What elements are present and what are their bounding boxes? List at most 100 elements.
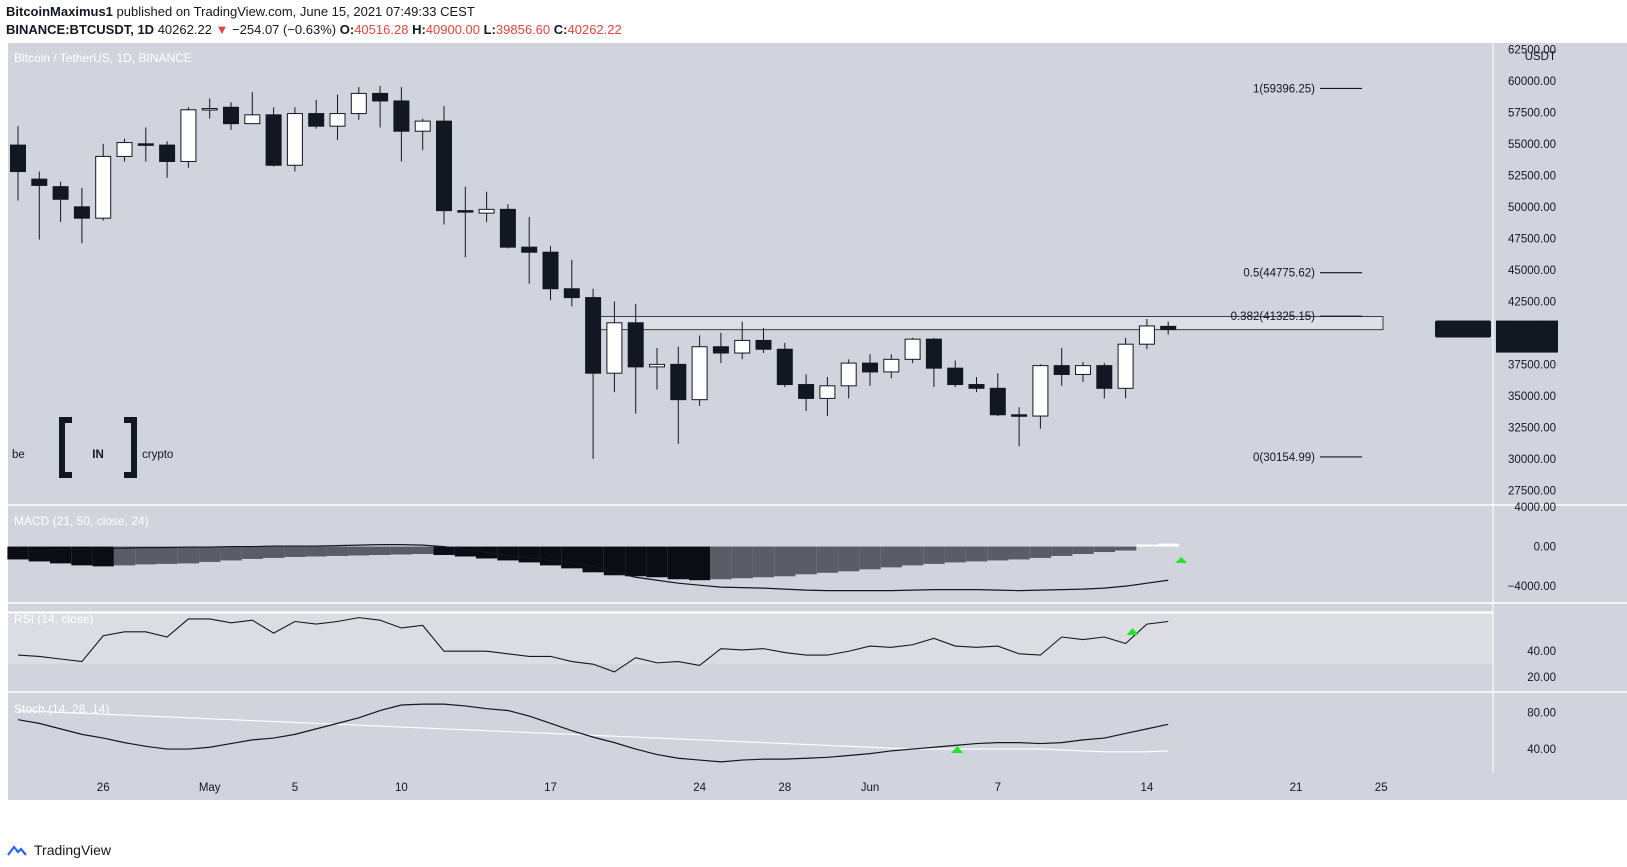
macd-histogram-bar <box>838 546 860 572</box>
macd-histogram-bar <box>1029 546 1052 558</box>
stoch-tick-label: 80.00 <box>1527 707 1556 719</box>
macd-tick-label: −4000.00 <box>1508 581 1556 593</box>
macd-histogram-bar <box>859 546 881 570</box>
macd-histogram-bar <box>795 546 817 575</box>
macd-histogram-bar <box>1157 543 1179 547</box>
time-axis-background <box>8 773 1627 800</box>
macd-histogram-bar <box>646 546 668 578</box>
fib-level-label: 0.382(41325.15) <box>1231 311 1316 323</box>
close-label: C: <box>553 22 568 37</box>
macd-histogram-bar <box>390 546 413 555</box>
time-tick-label: 14 <box>1141 782 1154 794</box>
candle-down <box>968 384 985 389</box>
candle-down <box>1011 414 1028 417</box>
time-tick-label: May <box>199 782 221 794</box>
macd-histogram-bar <box>92 546 114 567</box>
candle-down <box>31 178 48 186</box>
price-axis-unit: USDT <box>1525 51 1556 63</box>
candle-up <box>734 339 751 354</box>
macd-histogram-bar <box>263 546 285 558</box>
candle-down <box>223 106 239 125</box>
candle-down <box>499 208 516 248</box>
candle-up <box>819 385 836 399</box>
candle-down <box>1053 365 1070 375</box>
watermark-text: IN <box>92 449 104 461</box>
macd-histogram-bar <box>625 546 647 577</box>
candle-down <box>393 100 410 132</box>
macd-histogram-bar <box>284 546 306 557</box>
candle-up <box>649 363 665 368</box>
candle-down <box>585 297 602 374</box>
price-tick-label: 47500.00 <box>1508 233 1556 245</box>
macd-histogram-bar <box>667 546 689 580</box>
price-tick-label: 27500.00 <box>1508 485 1556 497</box>
macd-histogram-bar <box>1093 546 1115 553</box>
footer: TradingView <box>6 842 111 858</box>
candle-down <box>862 362 878 373</box>
time-tick-label: 5 <box>292 782 298 794</box>
candle-down <box>670 363 687 401</box>
candle-up <box>606 322 623 374</box>
ohlc-line: BINANCE:BTCUSDT, 1D 40262.22 ▼ −254.07 (… <box>6 22 622 37</box>
macd-histogram-bar <box>816 546 839 573</box>
macd-histogram-bar <box>7 546 29 560</box>
rsi-line <box>17 617 1169 673</box>
last-price: 40262.22 <box>157 22 212 37</box>
macd-histogram-bar <box>369 546 391 555</box>
author-name[interactable]: BitcoinMaximus1 <box>6 4 113 19</box>
price-tick-label: 60000.00 <box>1508 76 1556 88</box>
candle-up <box>329 113 346 127</box>
macd-histogram-bar <box>518 546 540 563</box>
macd-histogram-bar <box>965 546 988 562</box>
macd-histogram-bar <box>752 546 775 578</box>
candle-down <box>925 338 942 369</box>
price-tick-label: 35000.00 <box>1508 391 1556 403</box>
macd-histogram-bar <box>689 546 711 581</box>
publish-info: BitcoinMaximus1 published on TradingView… <box>6 4 475 19</box>
candle-up <box>691 346 708 401</box>
candle-up <box>1117 343 1134 389</box>
candle-down <box>73 206 90 219</box>
footer-brand[interactable]: TradingView <box>34 842 112 858</box>
candle-down <box>776 348 793 386</box>
price-tick-label: 50000.00 <box>1508 202 1556 214</box>
macd-histogram-bar <box>454 546 476 557</box>
candle-up <box>904 338 921 360</box>
candle-up <box>414 120 431 132</box>
stoch-tick-label: 40.00 <box>1527 744 1556 756</box>
low-label: L: <box>483 22 496 37</box>
candle-up <box>478 208 495 214</box>
macd-histogram-bar <box>326 546 349 556</box>
fib-level-label: 0(30154.99) <box>1253 452 1315 464</box>
candle-down <box>755 339 772 350</box>
candle-down <box>1096 365 1113 389</box>
candle-up <box>1075 365 1091 375</box>
macd-histogram-bar <box>731 546 753 579</box>
price-tick-label: 52500.00 <box>1508 170 1556 182</box>
main-chart-title: Bitcoin / TetherUS, 1D, BINANCE <box>14 51 192 65</box>
candle-down <box>265 114 282 166</box>
candle-down <box>308 113 325 127</box>
candle-up <box>201 108 218 111</box>
time-tick-label: 24 <box>693 782 706 794</box>
macd-histogram-bar <box>987 546 1009 561</box>
macd-tick-label: 0.00 <box>1534 542 1556 554</box>
watermark-text: be <box>12 449 25 461</box>
candle-up <box>350 92 367 115</box>
candle-down <box>457 210 474 213</box>
time-tick-label: 26 <box>97 782 110 794</box>
price-tick-label: 42500.00 <box>1508 296 1556 308</box>
macd-histogram-bar <box>135 546 157 565</box>
price-tag-countdown: 18:10:28 <box>1505 340 1550 352</box>
price-tick-label: 55000.00 <box>1508 139 1556 151</box>
macd-histogram-bar <box>28 546 50 562</box>
open-label: O: <box>339 22 355 37</box>
candle-up <box>1032 365 1049 417</box>
rsi-band <box>8 612 1493 665</box>
candle-down <box>137 143 154 146</box>
macd-histogram-bar <box>220 546 242 561</box>
candle-up <box>883 358 900 373</box>
price-tick-label: 37500.00 <box>1508 359 1556 371</box>
macd-histogram-bar <box>199 546 221 562</box>
